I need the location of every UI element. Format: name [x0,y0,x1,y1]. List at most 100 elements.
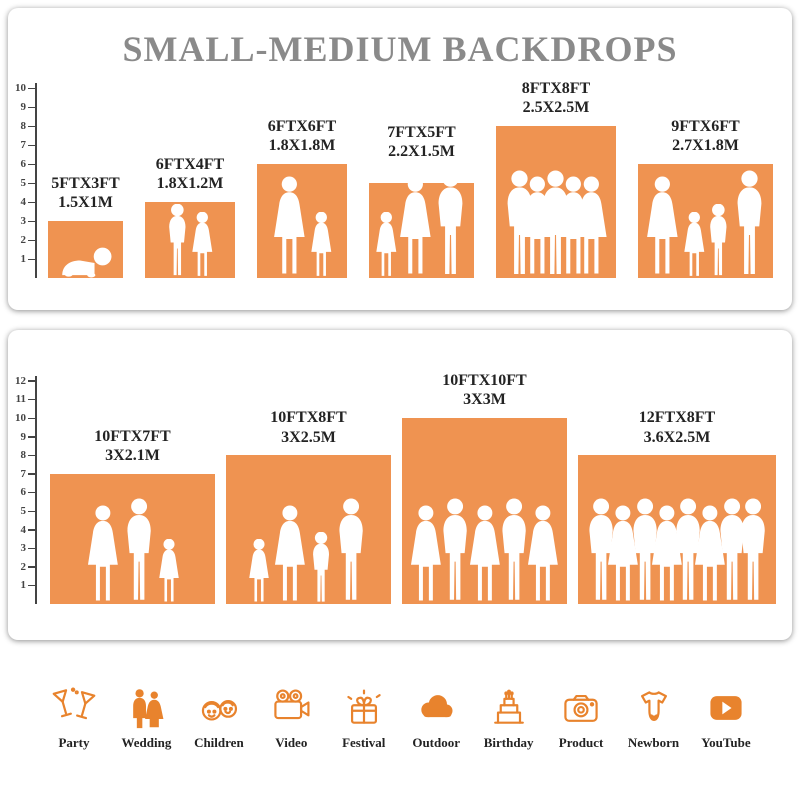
party-icon [52,687,96,720]
outdoor-icon [421,695,453,718]
size-meters: 1.8X1.8M [268,137,336,155]
category-label: Party [58,735,90,750]
ruler-tick [28,454,35,457]
person-silhouette-man-icon [676,498,700,600]
children-icon [201,700,237,721]
ruler-axis-line [35,83,37,278]
panel-small-medium: SMALL-MEDIUM BACKDROPS 1 2 3 4 5 6 7 8 9 10 5FTX3F… [8,8,792,310]
person-silhouette-girl-icon [159,538,180,602]
ruler-tick [28,125,35,127]
size-meters: 3X2.5M [281,428,336,446]
ruler-tick [28,106,35,108]
backdrop-size-label: 7FTX5FT 2.2X1.5M [387,123,455,162]
backdrop-size-label: 6FTX4FT 1.8X1.2M [156,155,224,194]
ruler-number: 8 [20,449,27,462]
person-silhouette-woman-icon [275,505,306,601]
person-silhouette-man-icon [507,170,532,274]
ruler-tick [28,87,35,89]
person-silhouette-man-icon [127,498,152,600]
ruler-tick [28,239,35,241]
person-silhouette-man-icon [443,498,467,600]
silhouette-group [257,176,347,278]
person-silhouette-man-icon [720,498,744,600]
backdrop-bar [578,455,776,604]
silhouette-group [496,170,616,278]
ruler-number: 7 [20,139,27,151]
category-label: Wedding [121,735,172,750]
category-youtube: YouTube [690,686,762,751]
ruler-number: 2 [20,234,27,246]
backdrop-bar [145,202,235,278]
person-silhouette-girl-icon [249,538,270,602]
backdrop-size-label: 8FTX8FT 2.5X2.5M [522,79,590,118]
category-label: Festival [342,735,386,750]
category-wedding: Wedding [110,686,182,751]
ruler-number: 10 [15,412,26,424]
ruler-number: 7 [20,467,27,480]
ruler-tick [28,510,35,512]
category-label: Product [558,735,604,750]
video-icon [274,689,310,720]
silhouette-group [145,203,235,278]
backdrop-size-label: 12FTX8FT 3.6X2.5M [639,408,715,447]
person-silhouette-woman-icon [695,505,726,601]
ruler-number: 9 [20,101,27,113]
ruler-tick [28,398,35,401]
festival-icon [347,689,381,724]
category-label: YouTube [701,735,751,750]
size-feet: 8FTX8FT [521,79,591,97]
backdrop-bar [50,473,215,604]
category-outdoor: Outdoor [400,686,472,751]
category-row: Party Wedding Children Video Festival Outdoor… [8,660,792,751]
size-meters: 3X3M [463,391,506,409]
wedding-icon [133,689,164,729]
size-meters: 1.5X1M [58,194,113,212]
person-silhouette-man-icon [502,498,526,600]
ruler-number: 3 [20,542,27,555]
backdrop-size-label: 10FTX10FT 3X3M [442,371,526,410]
category-newborn: Newborn [618,686,690,751]
ruler-number: 5 [20,505,27,517]
ruler-tick [28,529,35,531]
size-feet: 12FTX8FT [638,409,716,427]
ruler-number: 4 [20,196,27,208]
ruler-number: 3 [20,215,27,227]
size-feet: 10FTX8FT [270,409,347,427]
person-silhouette-man-icon [589,498,613,600]
backdrop-size-label: 5FTX3FT 1.5X1M [51,174,119,213]
category-label: Newborn [627,735,680,750]
category-festival: Festival [328,686,400,751]
category-party: Party [38,686,110,751]
ruler-tick [28,258,35,260]
size-meters: 2.7X1.8M [672,137,739,155]
ruler-number: 1 [20,253,27,265]
ruler-number: 1 [20,579,27,592]
person-silhouette-man-icon [741,498,765,600]
person-silhouette-woman-icon [274,176,305,274]
backdrop-size-label: 6FTX6FT 1.8X1.8M [268,117,336,156]
ruler-tick [28,547,35,550]
category-birthday: Birthday [473,686,545,751]
size-feet: 10FTX10FT [442,371,527,389]
panel-large: 1 2 3 4 5 6 7 8 9 10 11 12 10FTX7FT 3X2.1M 10FTX8FT 3X2… [8,330,792,640]
silhouette-group [638,170,773,278]
ruler-tick [28,584,35,587]
category-children: Children [183,686,255,751]
newborn-icon [640,691,667,722]
ruler-tick [28,201,35,203]
size-feet: 6FTX6FT [267,117,337,135]
backdrop-bar [638,164,773,278]
backdrop-size-label: 10FTX8FT 3X2.5M [270,408,346,447]
category-video: Video [255,686,327,751]
backdrop-bar [402,418,567,604]
ruler-number: 8 [20,120,27,132]
ruler-number: 4 [20,523,27,536]
person-silhouette-baby-icon [62,247,112,278]
person-silhouette-woman-icon [410,505,441,601]
person-silhouette-woman-icon [576,176,607,274]
backdrop-size-label: 10FTX7FT 3X2.1M [94,427,170,466]
person-silhouette-woman-icon [651,505,682,601]
size-feet: 5FTX3FT [51,174,120,192]
backdrop-bar [48,221,123,278]
person-silhouette-man-icon [438,170,463,274]
